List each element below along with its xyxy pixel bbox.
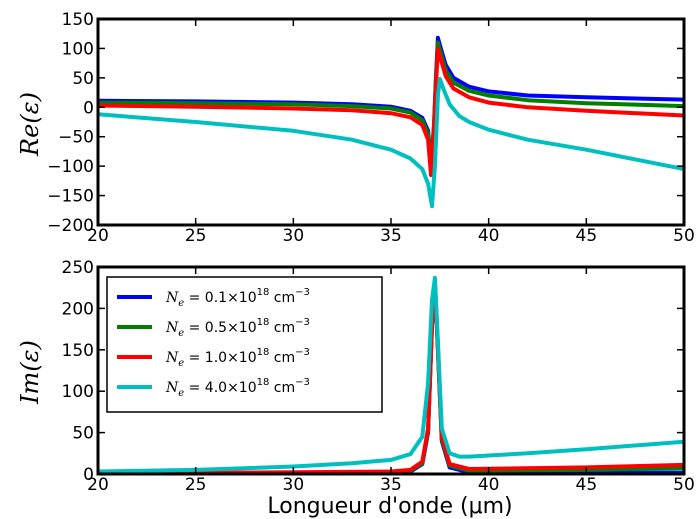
legend-exp: 18 [257,377,270,388]
legend-uexp: −3 [295,347,310,358]
legend-val: = 0.1×10 [184,290,256,306]
im-series-line-4 [98,275,684,474]
re-xtick-label: 50 [673,226,695,246]
legend-val: = 1.0×10 [184,350,256,366]
legend-sub: e [178,358,184,369]
re-ytick-label: 100 [62,39,94,59]
legend-sym: N [165,290,179,306]
x-axis-label: Longueur d'onde (μm) [267,494,512,519]
re-ytick-label: 50 [72,69,94,89]
im-xtick-label: 50 [673,475,695,495]
legend-exp: 18 [257,287,270,298]
legend-sub: e [178,388,184,399]
re-epsilon-ylabel: Re(ε) [16,92,44,157]
im-epsilon-ylabel: Im(ε) [16,340,44,405]
im-xtick-label: 35 [380,475,402,495]
im-ytick-label: 50 [72,424,94,444]
re-series-group [98,35,684,209]
im-ytick-label: 100 [62,382,94,402]
legend-unit: cm [269,380,295,396]
re-series-line-3 [98,46,684,177]
legend: Ne = 0.1×1018 cm−3Ne = 0.5×1018 cm−3Ne =… [106,276,383,413]
im-ytick-label: 0 [83,465,94,485]
im-epsilon-panel: Im(ε) Longueur d'onde (μm) 20 25 30 35 40 45 5… [16,258,695,519]
im-ytick-label: 150 [62,341,94,361]
re-xtick-label: 45 [576,226,598,246]
legend-sub: e [178,328,184,339]
legend-box [106,276,383,413]
re-ytick-label: −100 [47,157,94,177]
legend-uexp: −3 [295,287,310,298]
legend-val: = 0.5×10 [184,320,256,336]
re-xtick-label: 25 [185,226,207,246]
legend-label-2: Ne = 0.5×1018 cm−3 [165,317,310,339]
im-xtick-label: 25 [185,475,207,495]
legend-unit: cm [269,290,295,306]
legend-exp: 18 [257,317,270,328]
legend-unit: cm [269,350,295,366]
legend-sym: N [165,320,179,336]
re-ytick-label: −200 [47,216,94,236]
legend-exp: 18 [257,347,270,358]
legend-label-4: Ne = 4.0×1018 cm−3 [165,377,310,399]
im-xtick-label: 30 [283,475,305,495]
im-ytick-label: 200 [62,299,94,319]
legend-sym: N [165,380,179,396]
re-xtick-label: 35 [380,226,402,246]
im-xtick-label: 20 [87,475,109,495]
legend-val: = 4.0×10 [184,380,256,396]
im-ytick-label: 250 [62,258,94,278]
legend-label-1: Ne = 0.1×1018 cm−3 [165,287,310,309]
legend-uexp: −3 [295,317,310,328]
re-ytick-label: −150 [47,187,94,207]
re-xtick-label: 40 [478,226,500,246]
re-series-line-4 [98,77,684,209]
re-ytick-label: 0 [83,98,94,118]
re-xtick-label: 20 [87,226,109,246]
re-epsilon-panel: Re(ε) 20 25 30 35 40 45 50 −200 −150 −100 −50 0 50 10… [16,10,695,246]
im-xtick-label: 40 [478,475,500,495]
legend-sub: e [178,298,184,309]
re-ytick-label: 150 [62,10,94,30]
legend-label-3: Ne = 1.0×1018 cm−3 [165,347,310,369]
re-xtick-label: 30 [283,226,305,246]
im-xtick-label: 45 [576,475,598,495]
legend-sym: N [165,350,179,366]
legend-uexp: −3 [295,377,310,388]
re-ytick-label: −50 [58,128,94,148]
legend-unit: cm [269,320,295,336]
